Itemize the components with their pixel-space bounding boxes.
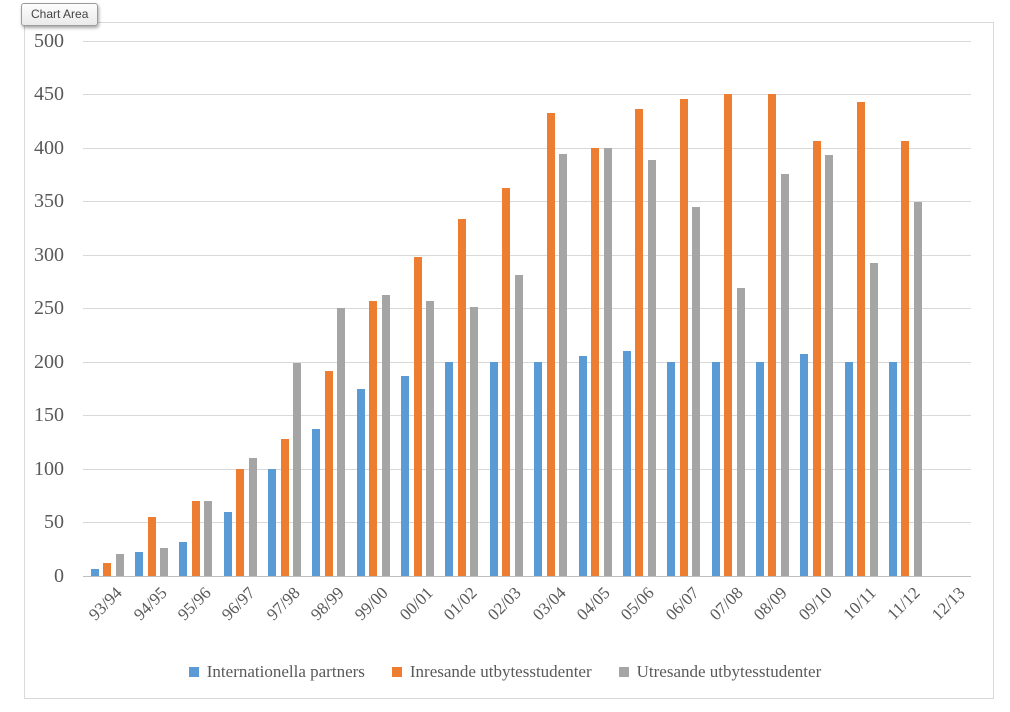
bar-inresande-94-95[interactable] xyxy=(147,517,156,576)
gridline-100 xyxy=(83,468,971,470)
bar-inresande-08-09[interactable] xyxy=(768,94,777,576)
bar-utresande-03-04[interactable] xyxy=(559,154,568,576)
gridline-400 xyxy=(83,147,971,149)
gridline-150 xyxy=(83,415,971,417)
legend-item-inresande-utbytesstudenter[interactable]: Inresande utbytesstudenter xyxy=(391,662,592,682)
bar-internationella-95-96[interactable] xyxy=(179,541,188,576)
y-axis-tick-label: 50 xyxy=(44,511,64,534)
gridline-250 xyxy=(83,308,971,310)
bar-internationella-94-95[interactable] xyxy=(135,552,144,576)
bar-utresande-94-95[interactable] xyxy=(160,548,169,576)
bar-inresande-09-10[interactable] xyxy=(812,141,821,576)
bar-inresande-95-96[interactable] xyxy=(191,501,200,576)
bar-internationella-93-94[interactable] xyxy=(90,568,99,576)
y-axis-tick-label: 450 xyxy=(34,83,64,106)
bar-inresande-98-99[interactable] xyxy=(324,371,333,576)
bar-inresande-06-07[interactable] xyxy=(679,99,688,576)
legend-item-internationella-partners[interactable]: Internationella partners xyxy=(188,662,365,682)
bar-utresande-10-11[interactable] xyxy=(869,263,878,576)
y-axis-tick-label: 0 xyxy=(54,565,64,587)
legend-swatch-icon xyxy=(391,667,402,677)
x-axis-line xyxy=(83,576,971,577)
bar-internationella-03-04[interactable] xyxy=(534,361,543,576)
bar-utresande-99-00[interactable] xyxy=(381,295,390,576)
bar-internationella-96-97[interactable] xyxy=(223,511,232,576)
bar-utresande-07-08[interactable] xyxy=(736,287,745,576)
bar-inresande-99-00[interactable] xyxy=(369,300,378,576)
y-axis-tick-label: 200 xyxy=(34,350,64,373)
bar-inresande-02-03[interactable] xyxy=(502,188,511,576)
bar-utresande-98-99[interactable] xyxy=(337,308,346,576)
gridline-350 xyxy=(83,201,971,203)
bar-internationella-07-08[interactable] xyxy=(711,361,720,576)
bar-utresande-02-03[interactable] xyxy=(514,275,523,576)
bar-inresande-04-05[interactable] xyxy=(591,147,600,576)
chart-area-tooltip: Chart Area xyxy=(21,3,99,26)
bar-inresande-00-01[interactable] xyxy=(413,256,422,576)
legend-label: Utresande utbytesstudenter xyxy=(636,662,822,681)
bar-inresande-11-12[interactable] xyxy=(901,141,910,576)
bar-internationella-05-06[interactable] xyxy=(622,351,631,576)
y-axis-tick-label: 250 xyxy=(34,297,64,320)
bar-internationella-97-98[interactable] xyxy=(268,468,277,576)
legend-swatch-icon xyxy=(618,667,629,677)
y-axis-tick-label: 350 xyxy=(34,190,64,213)
gridline-300 xyxy=(83,254,971,256)
bar-utresande-01-02[interactable] xyxy=(470,307,479,576)
bar-utresande-05-06[interactable] xyxy=(647,160,656,576)
bar-internationella-02-03[interactable] xyxy=(489,361,498,576)
bar-utresande-95-96[interactable] xyxy=(204,501,213,576)
bar-internationella-06-07[interactable] xyxy=(667,361,676,576)
y-axis-tick-label: 300 xyxy=(34,243,64,266)
bar-utresande-00-01[interactable] xyxy=(426,300,435,576)
bar-utresande-06-07[interactable] xyxy=(692,206,701,576)
bar-internationella-11-12[interactable] xyxy=(888,361,897,576)
bar-inresande-01-02[interactable] xyxy=(457,219,466,576)
y-axis-tick-label: 400 xyxy=(34,136,64,159)
legend-label: Internationella partners xyxy=(206,662,365,681)
gridline-200 xyxy=(83,361,971,363)
bar-utresande-08-09[interactable] xyxy=(780,174,789,576)
legend-label: Inresande utbytesstudenter xyxy=(409,662,592,681)
bar-inresande-05-06[interactable] xyxy=(635,109,644,576)
bar-inresande-97-98[interactable] xyxy=(280,438,289,576)
bar-utresande-97-98[interactable] xyxy=(293,362,302,576)
bar-internationella-01-02[interactable] xyxy=(445,361,454,576)
bar-inresande-96-97[interactable] xyxy=(236,468,245,576)
legend: Internationella partners Inresande utbyte… xyxy=(0,660,1010,684)
bar-internationella-04-05[interactable] xyxy=(578,356,587,576)
bar-internationella-09-10[interactable] xyxy=(800,354,809,576)
bar-utresande-93-94[interactable] xyxy=(115,553,124,576)
bar-inresande-10-11[interactable] xyxy=(857,101,866,576)
bar-inresande-03-04[interactable] xyxy=(546,113,555,576)
bar-internationella-99-00[interactable] xyxy=(356,388,365,576)
gridline-500 xyxy=(83,40,971,42)
bar-utresande-09-10[interactable] xyxy=(825,155,834,576)
legend-swatch-icon xyxy=(188,667,199,677)
legend-item-utresande-utbytesstudenter[interactable]: Utresande utbytesstudenter xyxy=(618,662,822,682)
y-axis-tick-label: 150 xyxy=(34,404,64,427)
bar-internationella-98-99[interactable] xyxy=(312,429,321,576)
bar-utresande-04-05[interactable] xyxy=(603,147,612,576)
bar-internationella-10-11[interactable] xyxy=(844,361,853,576)
y-axis-tick-label: 500 xyxy=(34,29,64,52)
gridline-450 xyxy=(83,94,971,96)
y-axis-tick-label: 100 xyxy=(34,457,64,480)
bar-inresande-07-08[interactable] xyxy=(724,94,733,576)
gridline-50 xyxy=(83,522,971,524)
bar-inresande-93-94[interactable] xyxy=(103,563,112,576)
bar-utresande-96-97[interactable] xyxy=(248,458,257,576)
bar-internationella-08-09[interactable] xyxy=(755,361,764,576)
bar-utresande-11-12[interactable] xyxy=(913,202,922,576)
bar-internationella-00-01[interactable] xyxy=(401,375,410,576)
